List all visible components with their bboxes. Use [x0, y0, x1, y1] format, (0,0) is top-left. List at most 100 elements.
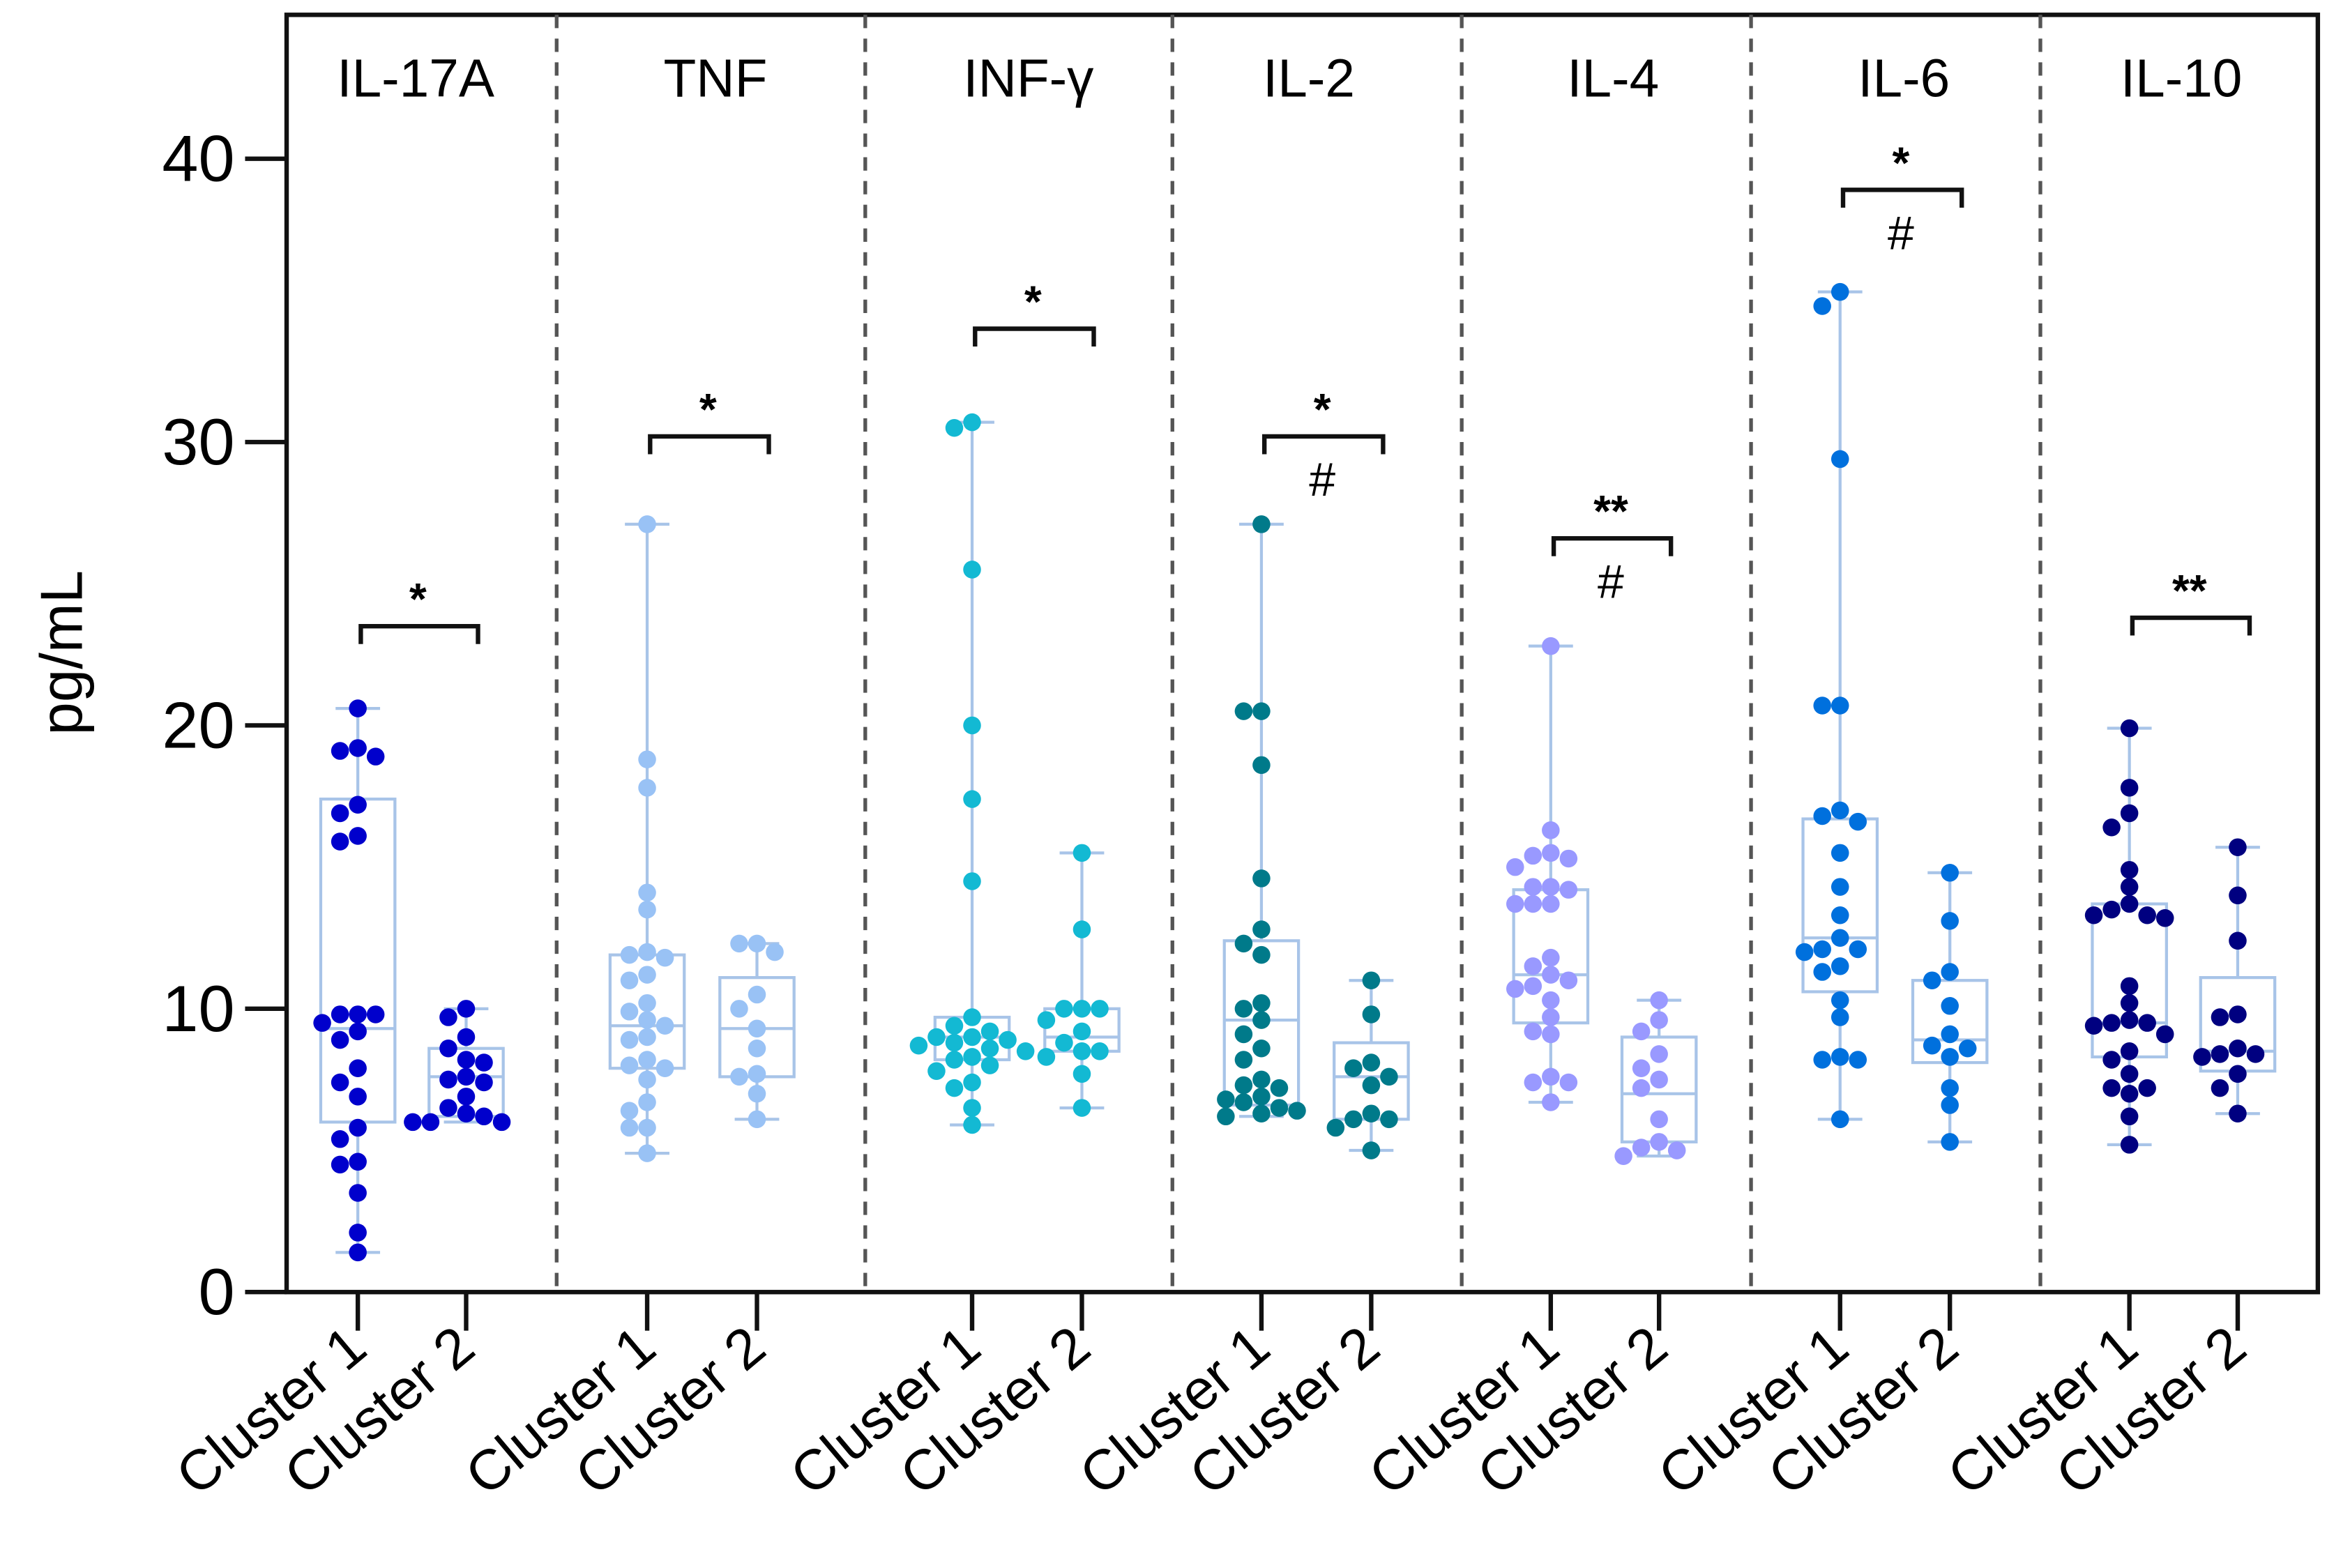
data-point: [1037, 1048, 1056, 1066]
panel-title: IL-2: [1263, 49, 1355, 108]
data-point: [1252, 515, 1271, 533]
data-point: [963, 561, 981, 579]
data-point: [349, 1224, 367, 1242]
data-point: [1941, 912, 1959, 930]
significance-marker: **: [1593, 486, 1628, 536]
data-point: [1016, 1042, 1035, 1060]
data-point: [2120, 878, 2139, 896]
data-point: [1524, 846, 1543, 865]
data-point: [2229, 1039, 2247, 1058]
data-point: [1362, 1104, 1381, 1122]
data-point: [1830, 801, 1849, 820]
significance-marker: *: [409, 574, 427, 624]
y-tick-label: 40: [162, 122, 234, 195]
data-point: [1380, 1110, 1398, 1129]
data-point: [2120, 1136, 2139, 1154]
data-point: [1252, 1070, 1271, 1089]
data-point: [963, 413, 981, 432]
data-point: [963, 1073, 981, 1092]
significance-bracket: [973, 326, 1096, 347]
data-point: [421, 1113, 440, 1132]
data-point: [1234, 1000, 1253, 1018]
data-point: [1667, 1141, 1686, 1159]
data-point: [2102, 1014, 2121, 1032]
data-point: [980, 1022, 999, 1041]
data-point: [1542, 1067, 1560, 1086]
data-point: [1941, 1133, 1959, 1151]
data-point: [1632, 1079, 1651, 1097]
data-point: [1362, 1005, 1381, 1023]
data-point: [349, 827, 367, 845]
data-point: [1830, 906, 1849, 924]
data-point: [1559, 1073, 1578, 1092]
data-point: [1941, 997, 1959, 1015]
data-point: [2120, 804, 2139, 823]
data-point: [2120, 994, 2139, 1012]
data-point: [1941, 1025, 1959, 1044]
data-point: [638, 750, 656, 768]
data-point: [349, 1088, 367, 1106]
data-point: [1234, 702, 1253, 720]
data-point: [349, 739, 367, 757]
data-point: [1830, 450, 1849, 469]
data-point: [638, 994, 656, 1012]
data-point: [1650, 1070, 1668, 1089]
panel-title: IL-4: [1567, 49, 1659, 108]
data-point: [2229, 1065, 2247, 1083]
data-point: [2084, 1017, 2103, 1035]
data-point: [1234, 1051, 1253, 1069]
data-point: [2229, 838, 2247, 856]
data-point: [1941, 1048, 1959, 1066]
data-point: [638, 1118, 656, 1137]
data-point: [1524, 977, 1543, 996]
data-point: [963, 1028, 981, 1046]
data-point: [2120, 895, 2139, 913]
data-point: [748, 1085, 766, 1103]
data-point: [1830, 1048, 1849, 1066]
data-point: [638, 966, 656, 984]
data-point: [963, 1116, 981, 1134]
data-point: [927, 1028, 946, 1046]
data-point: [638, 1070, 656, 1089]
data-point: [1830, 1110, 1849, 1129]
significance-bracket: [1840, 188, 1964, 208]
data-point: [457, 1088, 476, 1106]
data-point: [331, 832, 349, 851]
data-point: [1542, 966, 1560, 984]
data-point: [2102, 818, 2121, 837]
data-point: [620, 1030, 639, 1049]
data-point: [331, 1030, 349, 1049]
data-point: [1362, 1053, 1381, 1072]
data-point: [349, 1152, 367, 1171]
data-point: [655, 1059, 674, 1077]
data-point: [457, 1051, 476, 1069]
data-point: [909, 1036, 928, 1055]
data-point: [1650, 1045, 1668, 1063]
data-point: [1362, 1141, 1381, 1159]
y-tick-label: 10: [162, 972, 234, 1045]
data-point: [945, 1079, 964, 1097]
data-point: [366, 747, 385, 766]
data-point: [1362, 971, 1381, 989]
hash-marker: #: [1598, 555, 1624, 608]
y-tick-label: 20: [162, 688, 234, 761]
data-point: [1813, 697, 1831, 715]
data-point: [1542, 878, 1560, 896]
data-point: [404, 1113, 422, 1132]
data-point: [1830, 929, 1849, 947]
significance-marker: *: [1314, 384, 1331, 434]
data-point: [492, 1113, 511, 1132]
data-point: [349, 796, 367, 814]
data-point: [475, 1107, 493, 1126]
data-point: [313, 1014, 331, 1032]
data-point: [945, 1017, 964, 1035]
data-point: [1830, 878, 1849, 896]
data-point: [2120, 1065, 2139, 1083]
data-point: [1849, 812, 1867, 831]
data-point: [1252, 756, 1271, 775]
data-point: [638, 779, 656, 797]
data-point: [1941, 1079, 1959, 1097]
data-point: [963, 790, 981, 808]
